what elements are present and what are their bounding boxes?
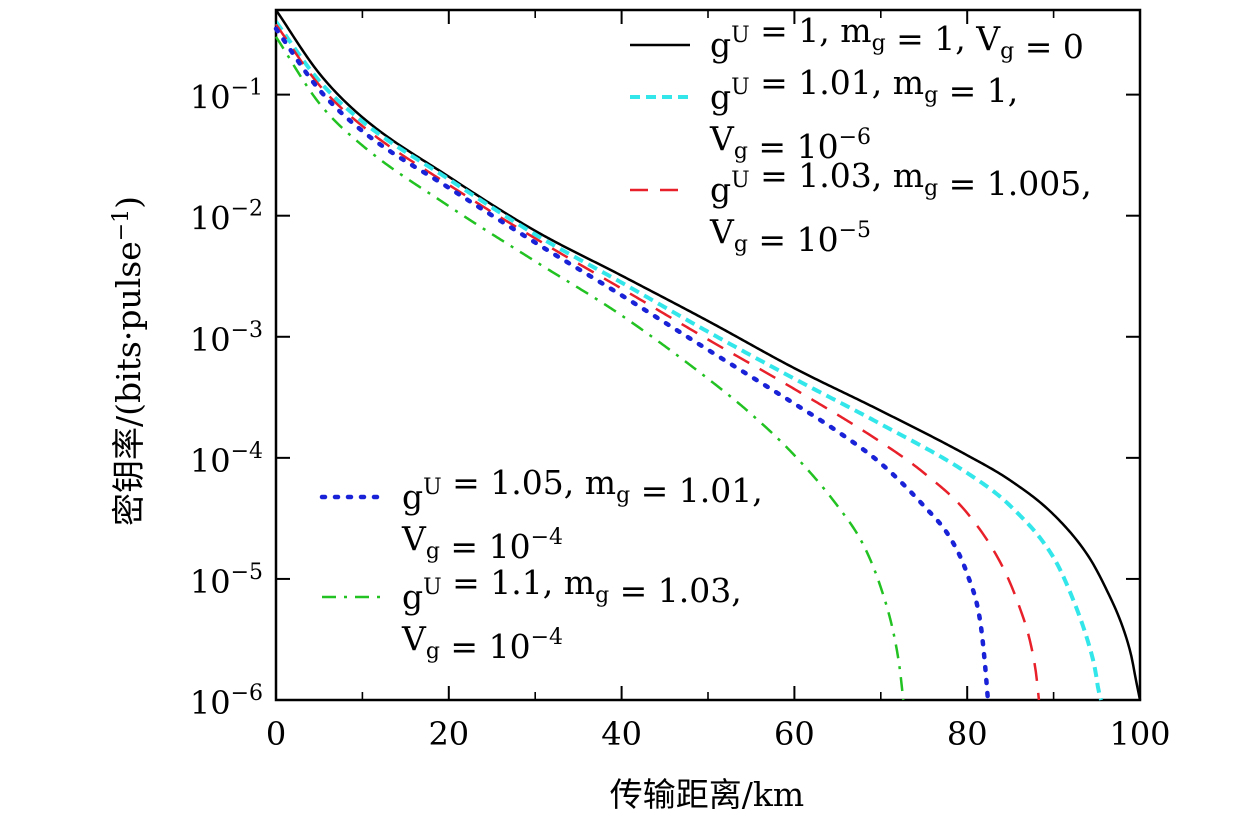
y-tick-label: 10−1 <box>190 76 263 117</box>
x-tick-label: 100 <box>1109 715 1170 753</box>
legend-label-5: gU = 1.1, mg = 1.03, <box>402 563 742 616</box>
y-tick-label: 10−3 <box>190 318 263 359</box>
x-axis-title: 传输距离/km <box>610 775 804 814</box>
y-axis-title: 密钥率/(bits·pulse−1) <box>109 196 148 526</box>
legend-label-3: gU = 1.03, mg = 1.005, <box>710 156 1092 209</box>
x-tick-label: 60 <box>774 715 815 753</box>
legend-label-3: Vg = 10−5 <box>709 212 871 259</box>
y-axis-title-close: ) <box>109 196 148 209</box>
y-tick-label: 10−6 <box>190 681 263 722</box>
legend-label-1: gU = 1, mg = 1, Vg = 0 <box>710 11 1084 66</box>
legend-label-5: Vg = 10−4 <box>401 619 563 666</box>
axis-ticks: 0 20 40 60 80 100 10−1 10−2 10−3 10−4 10−5 10−6 <box>190 10 1171 753</box>
legend-label-2: Vg = 10−6 <box>709 119 871 166</box>
series-line-1 <box>274 9 1142 701</box>
x-tick-label: 40 <box>601 715 642 753</box>
y-axis-title-exp: −1 <box>109 209 134 241</box>
y-tick-label: 10−2 <box>190 197 263 238</box>
series-line-3 <box>274 23 1041 701</box>
legend: gU = 1, mg = 1, Vg = 0gU = 1.01, mg = 1,… <box>319 11 1092 666</box>
legend-label-2: gU = 1.01, mg = 1, <box>710 63 1018 116</box>
x-tick-label: 80 <box>947 715 988 753</box>
y-tick-label: 10−4 <box>190 439 263 480</box>
series-line-2 <box>274 20 1104 701</box>
x-tick-label: 0 <box>266 715 286 753</box>
x-tick-label: 20 <box>428 715 469 753</box>
series-layer <box>273 9 1142 703</box>
legend-label-4: Vg = 10−4 <box>401 519 563 566</box>
legend-label-4: gU = 1.05, mg = 1.01, <box>402 463 763 516</box>
y-axis-title-main: 密钥率/(bits·pulse <box>109 241 148 526</box>
y-tick-label: 10−5 <box>190 560 263 601</box>
series-line-4 <box>273 26 991 703</box>
